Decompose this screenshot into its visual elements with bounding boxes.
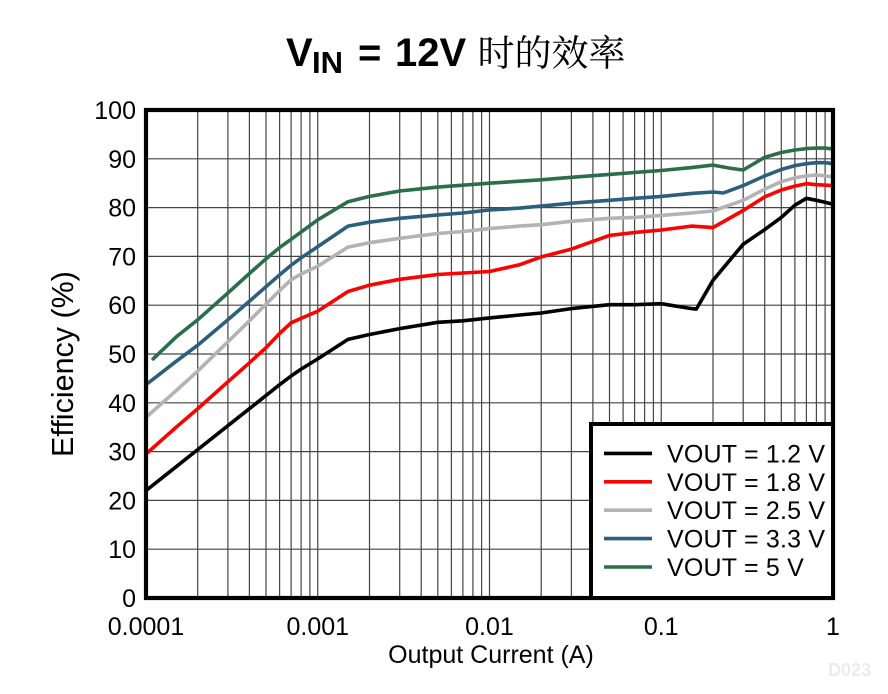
- svg-text:0.1: 0.1: [644, 613, 679, 641]
- svg-text:IN: IN: [312, 45, 343, 80]
- svg-text:60: 60: [108, 292, 136, 320]
- svg-text:=: =: [358, 31, 381, 75]
- svg-text:Efficiency (%): Efficiency (%): [46, 271, 80, 457]
- svg-text:V: V: [286, 31, 313, 75]
- svg-text:0.001: 0.001: [287, 613, 350, 641]
- svg-text:Output Current (A): Output Current (A): [388, 641, 594, 669]
- svg-text:0.0001: 0.0001: [108, 613, 184, 641]
- svg-text:30: 30: [108, 439, 136, 467]
- svg-text:VOUT = 1.8 V: VOUT = 1.8 V: [667, 469, 825, 497]
- svg-text:0.01: 0.01: [465, 613, 514, 641]
- svg-text:100: 100: [94, 97, 136, 125]
- svg-text:0: 0: [122, 585, 136, 613]
- svg-text:VOUT = 5 V: VOUT = 5 V: [667, 554, 804, 582]
- svg-text:20: 20: [108, 487, 136, 515]
- svg-text:80: 80: [108, 195, 136, 223]
- svg-text:90: 90: [108, 146, 136, 174]
- svg-text:10: 10: [108, 536, 136, 564]
- svg-text:50: 50: [108, 341, 136, 369]
- svg-text:VOUT = 1.2 V: VOUT = 1.2 V: [667, 440, 825, 468]
- svg-text:40: 40: [108, 390, 136, 418]
- svg-text:12V: 12V: [395, 31, 466, 75]
- svg-text:VOUT = 3.3 V: VOUT = 3.3 V: [667, 526, 825, 554]
- svg-text:D023: D023: [828, 660, 871, 680]
- svg-text:VOUT = 2.5 V: VOUT = 2.5 V: [667, 497, 825, 525]
- svg-text:70: 70: [108, 243, 136, 271]
- svg-text:1: 1: [826, 613, 840, 641]
